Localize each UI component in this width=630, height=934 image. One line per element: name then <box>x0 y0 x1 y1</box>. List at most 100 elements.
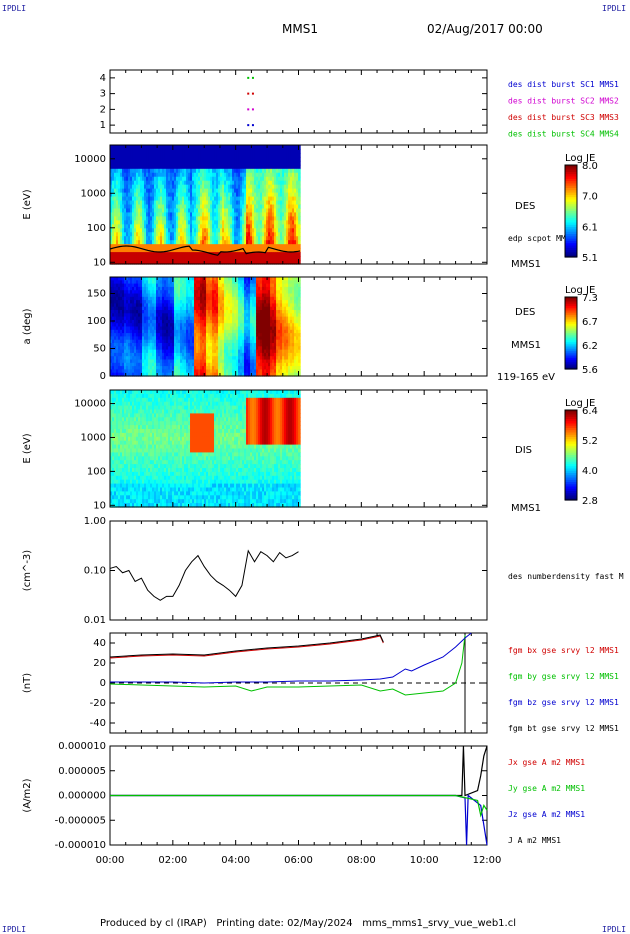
des-energy-colorbar-cell <box>565 208 577 212</box>
des-pitch-cell <box>148 300 151 304</box>
des-energy-cell <box>248 156 251 162</box>
des-energy-cell <box>264 236 267 241</box>
des-energy-cell <box>238 180 241 186</box>
des-pitch-cell <box>130 369 133 374</box>
des-pitch-cell <box>150 313 153 318</box>
des-energy-cell <box>200 248 203 253</box>
des-energy-cell <box>298 168 301 174</box>
des-pitch-cell <box>114 369 117 374</box>
des-energy-cell <box>228 224 231 229</box>
des-energy-cell <box>134 232 137 237</box>
des-energy-cell <box>126 200 129 206</box>
des-energy-cell <box>126 232 129 237</box>
des-pitch-cell <box>156 336 159 341</box>
des-pitch-cell <box>120 336 123 341</box>
des-pitch-cell <box>144 336 147 341</box>
des-pitch-cell <box>146 372 149 377</box>
des-energy-cell <box>254 152 257 158</box>
des-energy-cell <box>256 244 259 249</box>
des-energy-cell <box>226 248 229 253</box>
des-energy-cell <box>114 160 117 166</box>
des-energy-cell <box>130 208 133 214</box>
des-energy-cell <box>232 145 235 150</box>
des-energy-cell <box>244 224 247 229</box>
des-energy-cell <box>218 204 221 210</box>
des-energy-spacecraft-label: MMS1 <box>511 259 541 270</box>
des-energy-cell <box>280 236 283 241</box>
des-energy-cell <box>222 224 225 229</box>
des-energy-cell <box>278 184 281 190</box>
des-energy-cell <box>224 212 227 217</box>
des-energy-cell <box>132 168 135 174</box>
des-energy-cell <box>148 164 151 170</box>
des-energy-cell <box>132 184 135 190</box>
des-energy-colorbar-cell <box>565 188 577 191</box>
des-pitch-cell <box>130 352 133 357</box>
des-pitch-cell <box>116 293 119 298</box>
des-energy-cell <box>116 188 119 194</box>
des-energy-cell <box>258 232 261 237</box>
des-pitch-cell <box>152 326 155 331</box>
des-energy-cell <box>176 192 179 198</box>
des-energy-cell <box>184 228 187 233</box>
des-energy-cell <box>256 156 259 162</box>
des-pitch-cell <box>150 336 153 341</box>
des-energy-cell <box>284 220 287 225</box>
des-energy-cell <box>228 248 231 253</box>
des-energy-cell <box>258 192 261 198</box>
des-energy-cell <box>216 145 219 150</box>
des-energy-cell <box>190 260 193 265</box>
des-energy-cell <box>168 216 171 221</box>
des-energy-cell <box>184 192 187 198</box>
des-energy-cell <box>206 152 209 158</box>
des-pitch-cell <box>116 346 119 351</box>
des-energy-cell <box>278 160 281 166</box>
des-energy-cell <box>244 192 247 198</box>
des-pitch-cell <box>136 372 139 377</box>
des-energy-cell <box>162 260 165 265</box>
des-energy-cell <box>246 216 249 221</box>
des-energy-cell <box>156 196 159 202</box>
des-energy-cell <box>198 196 201 202</box>
des-energy-side-label: DES <box>515 201 535 212</box>
des-energy-cell <box>122 200 125 206</box>
des-energy-cell <box>280 220 283 225</box>
des-energy-cell <box>156 248 159 253</box>
des-energy-cell <box>222 228 225 233</box>
des-energy-cell <box>176 252 179 257</box>
des-energy-cell <box>292 164 295 170</box>
des-energy-cell <box>250 172 253 178</box>
des-energy-cell <box>280 260 283 265</box>
des-energy-cell <box>226 224 229 229</box>
des-energy-cell <box>112 148 115 154</box>
des-pitch-cell <box>128 316 131 321</box>
des-energy-cell <box>216 192 219 198</box>
des-energy-cell <box>142 168 145 174</box>
des-energy-cell <box>270 200 273 206</box>
des-energy-cell <box>258 184 261 190</box>
des-pitch-cell <box>158 336 161 341</box>
des-energy-cell <box>222 212 225 217</box>
des-energy-cell <box>244 184 247 190</box>
des-energy-cell <box>258 252 261 257</box>
des-energy-cell <box>132 200 135 206</box>
des-energy-cell <box>286 184 289 190</box>
des-pitch-cell <box>152 346 155 351</box>
des-energy-cell <box>294 220 297 225</box>
des-energy-cell <box>142 200 145 206</box>
des-energy-cell <box>126 260 129 265</box>
des-energy-cell <box>272 192 275 198</box>
des-energy-cell <box>194 240 197 245</box>
des-energy-cell <box>174 200 177 206</box>
des-pitch-cell <box>148 346 151 351</box>
des-pitch-cell <box>138 296 141 301</box>
des-pitch-cell <box>142 300 145 304</box>
des-energy-cell <box>186 172 189 178</box>
des-energy-cell <box>202 200 205 206</box>
des-energy-cell <box>274 156 277 162</box>
des-energy-cell <box>226 260 229 265</box>
des-energy-cell <box>190 224 193 229</box>
des-energy-cell <box>296 156 299 162</box>
des-energy-cell <box>282 168 285 174</box>
des-energy-cell <box>234 192 237 198</box>
